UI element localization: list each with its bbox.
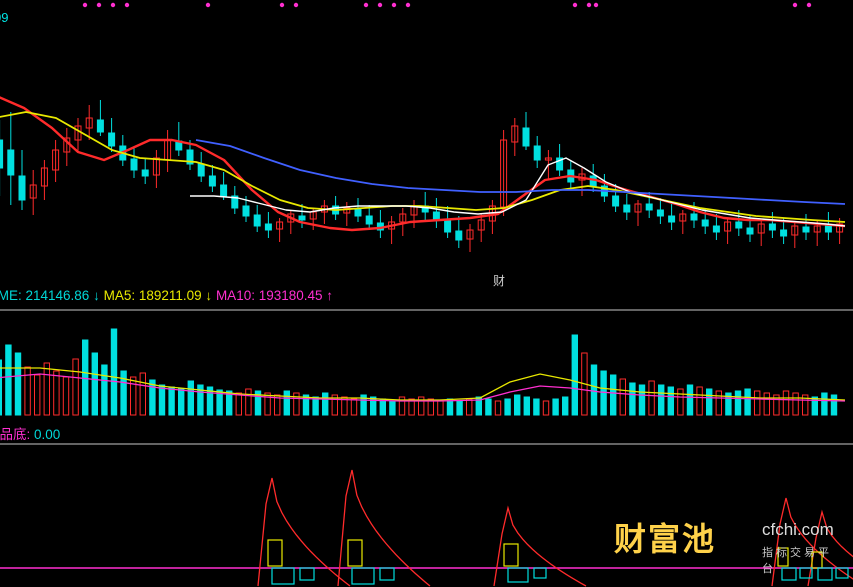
indicator-segment-4: MA10: 193180.45: [215, 288, 327, 303]
indicator-segment-1: ↓: [93, 288, 104, 303]
watermark-tagline: 指标交易平台: [762, 547, 832, 575]
watermark: 财富池 cfchi.com 指标交易平台: [614, 514, 844, 575]
volume-indicator-readout: UME: 214146.86 ↓ MA5: 189211.09 ↓ MA10: …: [0, 288, 333, 303]
top-dotted-markers: [82, 2, 812, 8]
jipindi-value: 0.00: [34, 427, 61, 442]
indicator-segment-0: UME: 214146.86: [0, 288, 90, 303]
jipindi-indicator-readout: 极品底: 0.00: [0, 423, 60, 443]
volume-pane: [0, 328, 846, 416]
indicator-segment-5: ↑: [326, 288, 334, 303]
signal-pane: [0, 469, 853, 587]
jipindi-label: 极品底:: [0, 427, 31, 442]
watermark-domain: cfchi.com: [762, 520, 834, 539]
watermark-brand: 财富池: [614, 520, 717, 558]
cai-character-mark: 财: [493, 274, 506, 288]
price-axis-top-label: 09: [0, 10, 9, 25]
price-pane: [0, 96, 846, 252]
indicator-segment-3: ↓: [205, 288, 216, 303]
indicator-segment-2: MA5: 189211.09: [103, 288, 206, 303]
